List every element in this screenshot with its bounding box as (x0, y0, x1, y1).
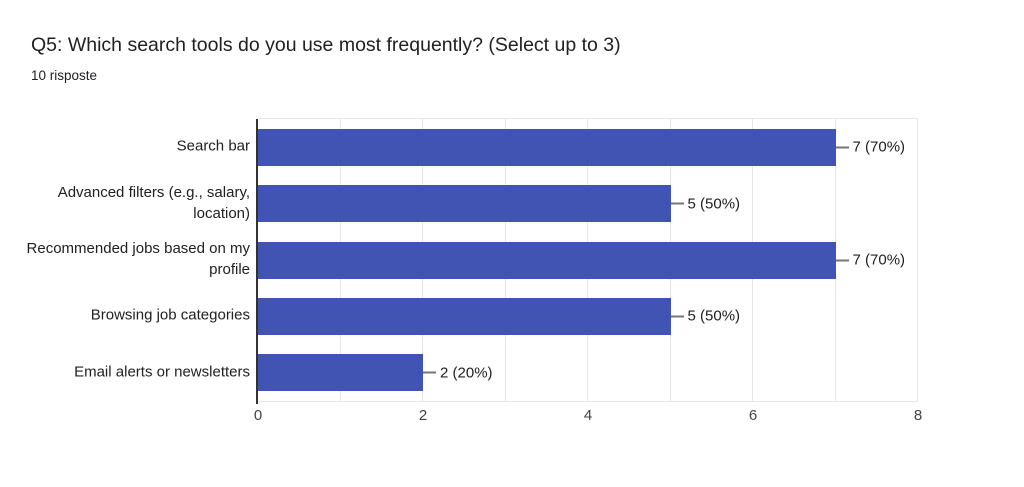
response-count: 10 risposte (31, 68, 98, 83)
value-label: 2 (20%) (440, 364, 493, 382)
annotation-stem (835, 146, 849, 149)
value-label: 7 (70%) (852, 251, 906, 269)
x-tick-label: 0 (253, 407, 263, 424)
category-label: Browsing job categories (10, 305, 250, 326)
category-label: Advanced filters (e.g., salary, location) (10, 182, 250, 224)
x-tick-label: 8 (913, 407, 923, 424)
bar-email-alerts-or-newsletters (258, 354, 423, 392)
category-label-line: Recommended jobs based on my (26, 240, 250, 257)
bar-advanced-filters-e-g-salary-location (258, 185, 671, 223)
value-annotation: 7 (70%) (835, 138, 906, 156)
annotation-stem (670, 202, 684, 205)
value-label: 5 (50%) (687, 307, 741, 325)
y-axis-line (256, 119, 258, 404)
category-label-line: Browsing job categories (90, 306, 250, 324)
bar-browsing-job-categories (258, 297, 671, 335)
value-label: 7 (70%) (852, 138, 906, 156)
category-label-line: location) (193, 204, 250, 222)
gridline (917, 119, 918, 401)
x-tick-label: 4 (583, 407, 593, 424)
category-label: Email alerts or newsletters (10, 361, 250, 382)
x-tick-label: 2 (418, 407, 428, 424)
category-label-line: Search bar (176, 137, 250, 155)
plot-area: 7 (70%) 5 (50%) 7 (70%) 5 (50%) 2 (20%) (256, 118, 918, 404)
category-label: Search bar (10, 136, 250, 157)
annotation-stem (423, 371, 436, 374)
value-annotation: 7 (70%) (835, 251, 906, 269)
category-label-line: profile (209, 261, 250, 278)
value-annotation: 5 (50%) (670, 195, 741, 213)
category-label-line: Advanced filters (e.g., salary, (57, 183, 250, 201)
category-label: Recommended jobs based on my profile (10, 238, 250, 280)
bar-search-bar (258, 128, 836, 166)
value-label: 5 (50%) (687, 195, 741, 213)
annotation-stem (835, 259, 849, 261)
category-label-line: Email alerts or newsletters (74, 363, 250, 381)
value-annotation: 2 (20%) (423, 364, 493, 381)
x-tick-label: 6 (748, 407, 758, 424)
annotation-stem (670, 315, 684, 318)
value-annotation: 5 (50%) (670, 307, 741, 325)
chart-title: Q5: Which search tools do you use most f… (31, 34, 621, 56)
bar-recommended-jobs-based-on-my-profile (258, 241, 836, 279)
